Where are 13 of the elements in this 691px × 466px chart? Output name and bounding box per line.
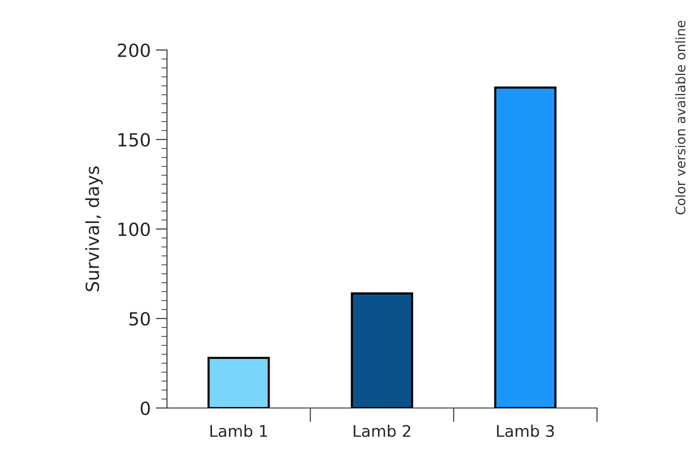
bar [208,356,270,408]
y-tick-label: 200 [118,43,150,58]
text: Color version available online [675,20,686,214]
y-tick-label: 150 [118,132,150,147]
x-tick-label: Lamb 1 [210,424,268,438]
bar [494,86,556,408]
y-tick-label: 100 [118,222,150,236]
x-tick-label: Lamb 3 [497,424,554,438]
y-tick-label: 50 [129,312,150,326]
y-tick-label: 0 [140,401,150,416]
y-axis-title: Survival, days [85,166,103,292]
bar [350,292,414,408]
x-tick-label: Lamb 2 [354,424,410,438]
